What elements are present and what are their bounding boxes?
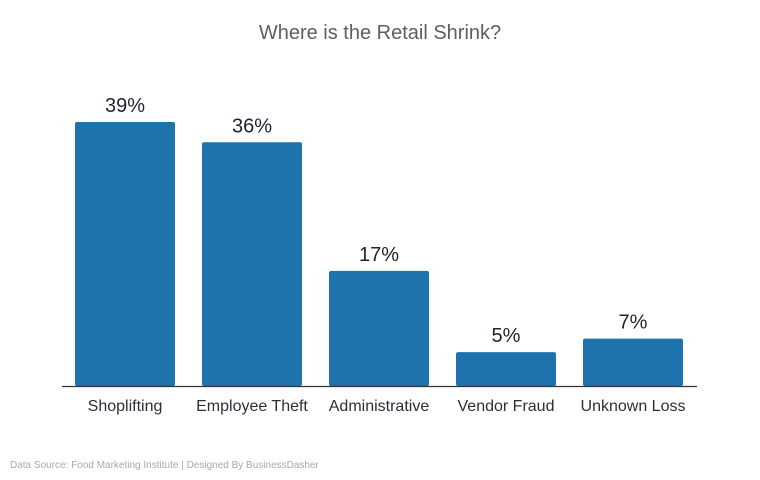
value-label: 36% (232, 115, 272, 137)
category-label: Employee Theft (196, 398, 308, 415)
chart-title: Where is the Retail Shrink? (258, 22, 502, 44)
bar-shoplifting (75, 122, 175, 386)
data-source-footer: Data Source: Food Marketing Institute | … (10, 460, 319, 471)
category-label: Administrative (329, 398, 430, 415)
value-labels-group: 39% 36% 17% 5% 7% (105, 95, 648, 347)
value-label: 7% (619, 312, 648, 334)
value-label: 5% (492, 325, 521, 347)
category-label: Shoplifting (88, 398, 163, 415)
value-label: 39% (105, 95, 145, 117)
bar-employee-theft (202, 142, 302, 386)
bars-group (75, 122, 683, 386)
category-label: Unknown Loss (581, 398, 686, 415)
value-label: 17% (359, 244, 399, 266)
bar-vendor-fraud (456, 352, 556, 386)
bar-administrative (329, 270, 429, 386)
category-labels-group: Shoplifting Employee Theft Administrative V… (88, 398, 686, 415)
category-label: Vendor Fraud (458, 398, 555, 415)
bar-unknown-loss (583, 338, 683, 386)
